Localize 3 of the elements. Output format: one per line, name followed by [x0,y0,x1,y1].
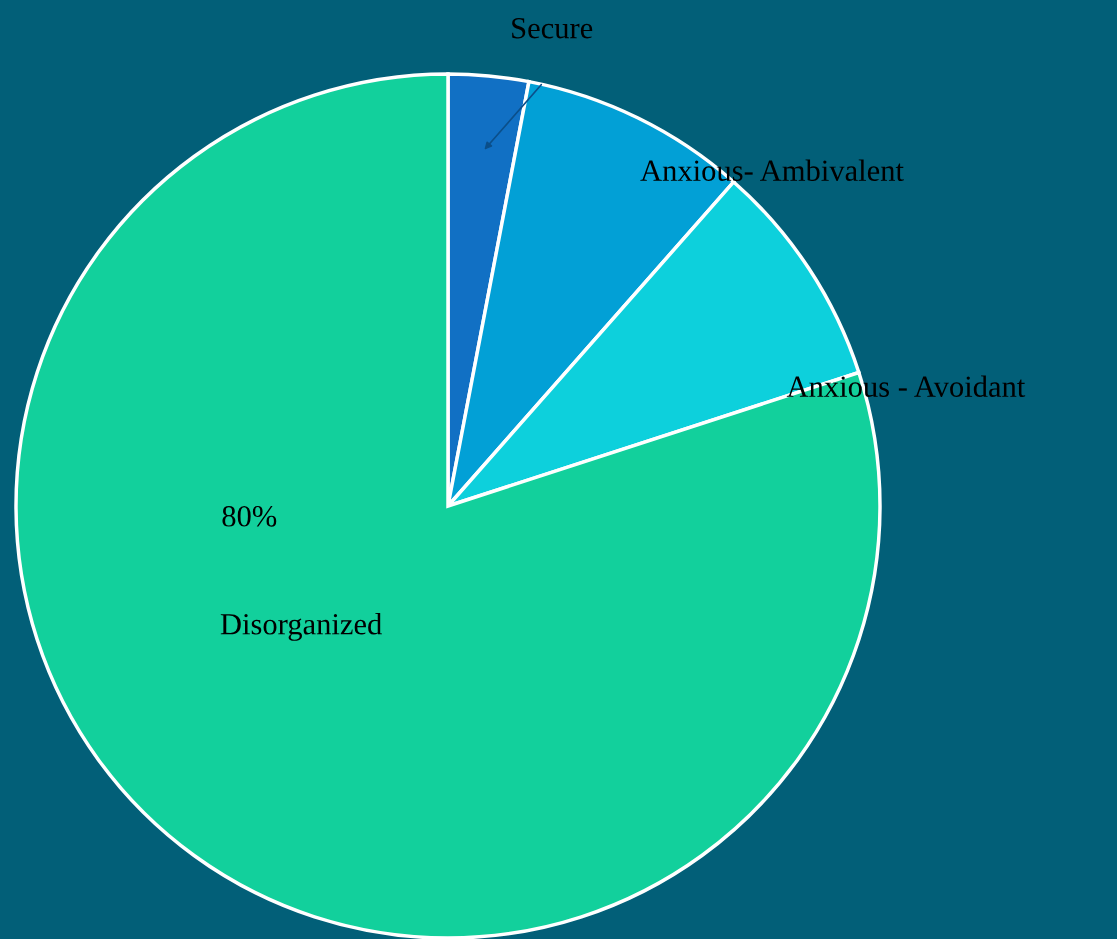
slice-label: Secure [512,17,593,39]
data-label: 80% [222,505,277,527]
slice-label: Disorganized [220,613,382,641]
